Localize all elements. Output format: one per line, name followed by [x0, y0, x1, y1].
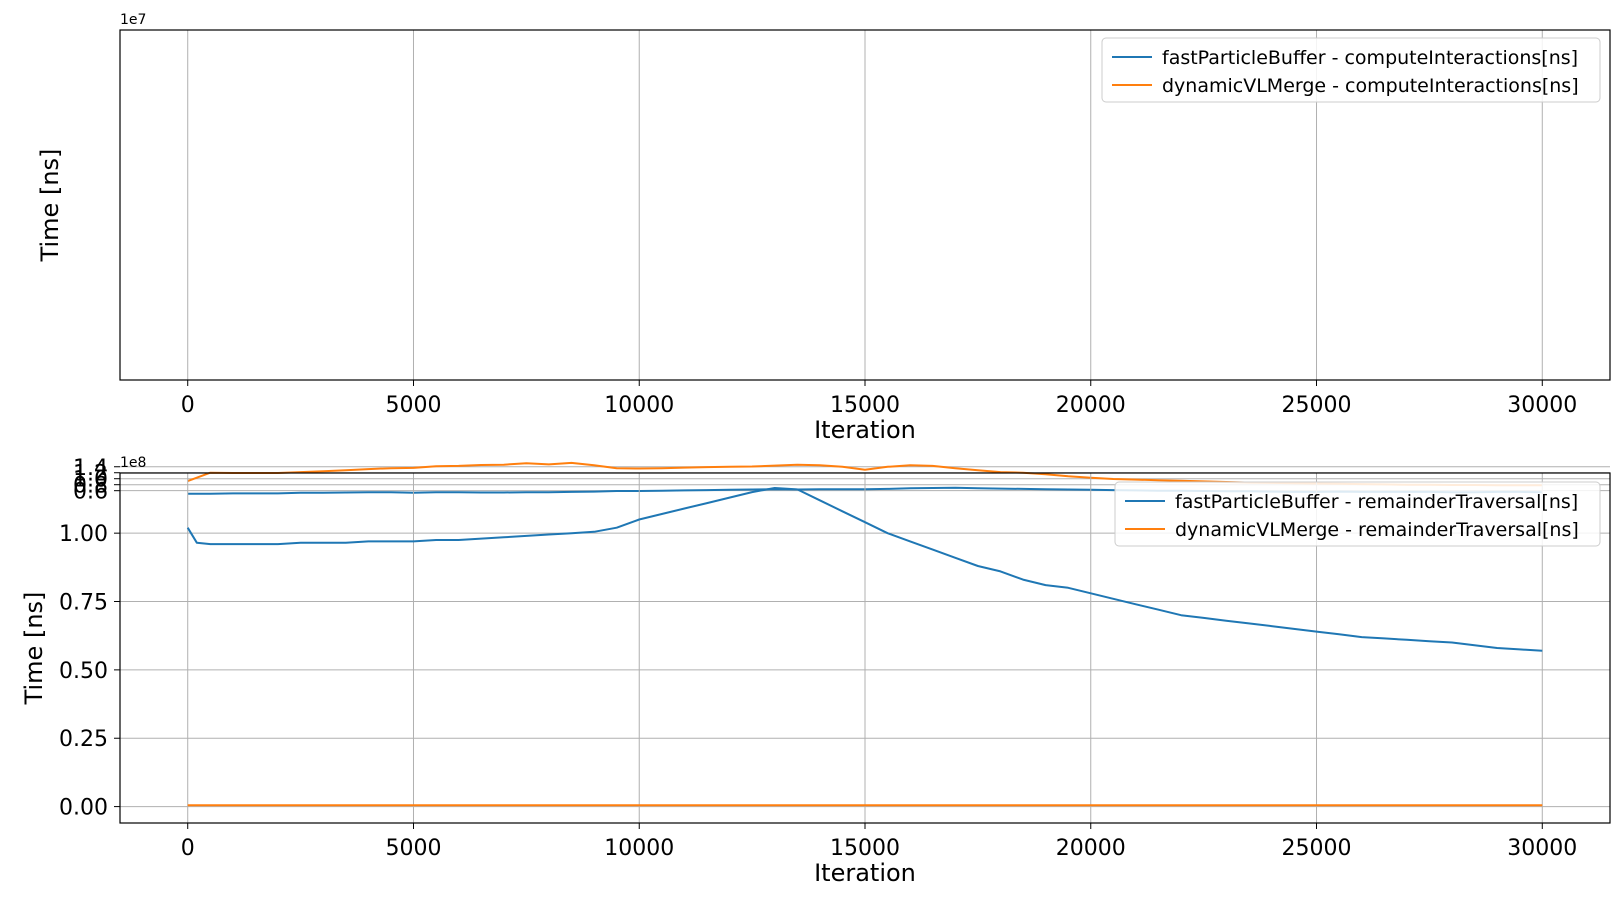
x-axis-label: Iteration	[814, 416, 916, 444]
legend-entry-label: fastParticleBuffer - remainderTraversal[…	[1175, 491, 1578, 513]
y-tick-label: 1.2	[73, 462, 108, 487]
x-tick-label: 20000	[1056, 836, 1126, 861]
y-tick-label: 0.50	[59, 659, 108, 684]
y-tick-label: 1.4	[73, 456, 108, 481]
x-tick-label: 10000	[604, 836, 674, 861]
y-tick-label: 0.75	[59, 591, 108, 616]
x-tick-label: 30000	[1507, 836, 1577, 861]
y-tick-label: 0.8	[73, 474, 108, 499]
y-tick-label: 0.00	[59, 796, 108, 821]
x-axis-label: Iteration	[814, 859, 916, 887]
legend: fastParticleBuffer - remainderTraversal[…	[1114, 481, 1601, 547]
x-tick-label: 30000	[1507, 393, 1577, 418]
y-tick-label: 0.6	[73, 480, 108, 505]
x-tick-label: 0	[181, 836, 195, 861]
chart-panel-1: 0 5000 10000 15000 20000 25000 300000.60.81.01…	[36, 12, 1611, 505]
x-tick-label: 0	[181, 393, 195, 418]
x-tick-label: 5000	[385, 393, 441, 418]
legend-entry-label: dynamicVLMerge - computeInteractions[ns]	[1162, 75, 1579, 97]
y-tick-label: 0.25	[59, 727, 108, 752]
x-tick-label: 15000	[830, 393, 900, 418]
y-axis-label: Time [ns]	[36, 149, 64, 263]
legend: fastParticleBuffer - computeInteractions…	[1101, 37, 1601, 103]
x-tick-label: 20000	[1056, 393, 1126, 418]
legend-box	[1101, 37, 1601, 103]
y-axis-label: Time [ns]	[20, 592, 48, 706]
legend-box	[1114, 481, 1601, 547]
chart-panel-2: 0 5000 10000 15000 20000 25000 30000 0.00 0.25 0.…	[20, 455, 1611, 887]
x-tick-label: 25000	[1282, 836, 1352, 861]
y-tick-label: 1.00	[59, 522, 108, 547]
y-offset-label: 1e7	[120, 12, 146, 28]
x-tick-label: 15000	[830, 836, 900, 861]
y-offset-label: 1e8	[120, 455, 146, 471]
legend-entry-label: dynamicVLMerge - remainderTraversal[ns]	[1175, 519, 1579, 541]
x-tick-label: 25000	[1282, 393, 1352, 418]
x-tick-label: 5000	[385, 836, 441, 861]
y-tick-label: 1.0	[73, 468, 108, 493]
legend-entry-label: fastParticleBuffer - computeInteractions…	[1162, 47, 1578, 69]
x-tick-label: 10000	[604, 393, 674, 418]
series-line-1	[186, 487, 1543, 652]
